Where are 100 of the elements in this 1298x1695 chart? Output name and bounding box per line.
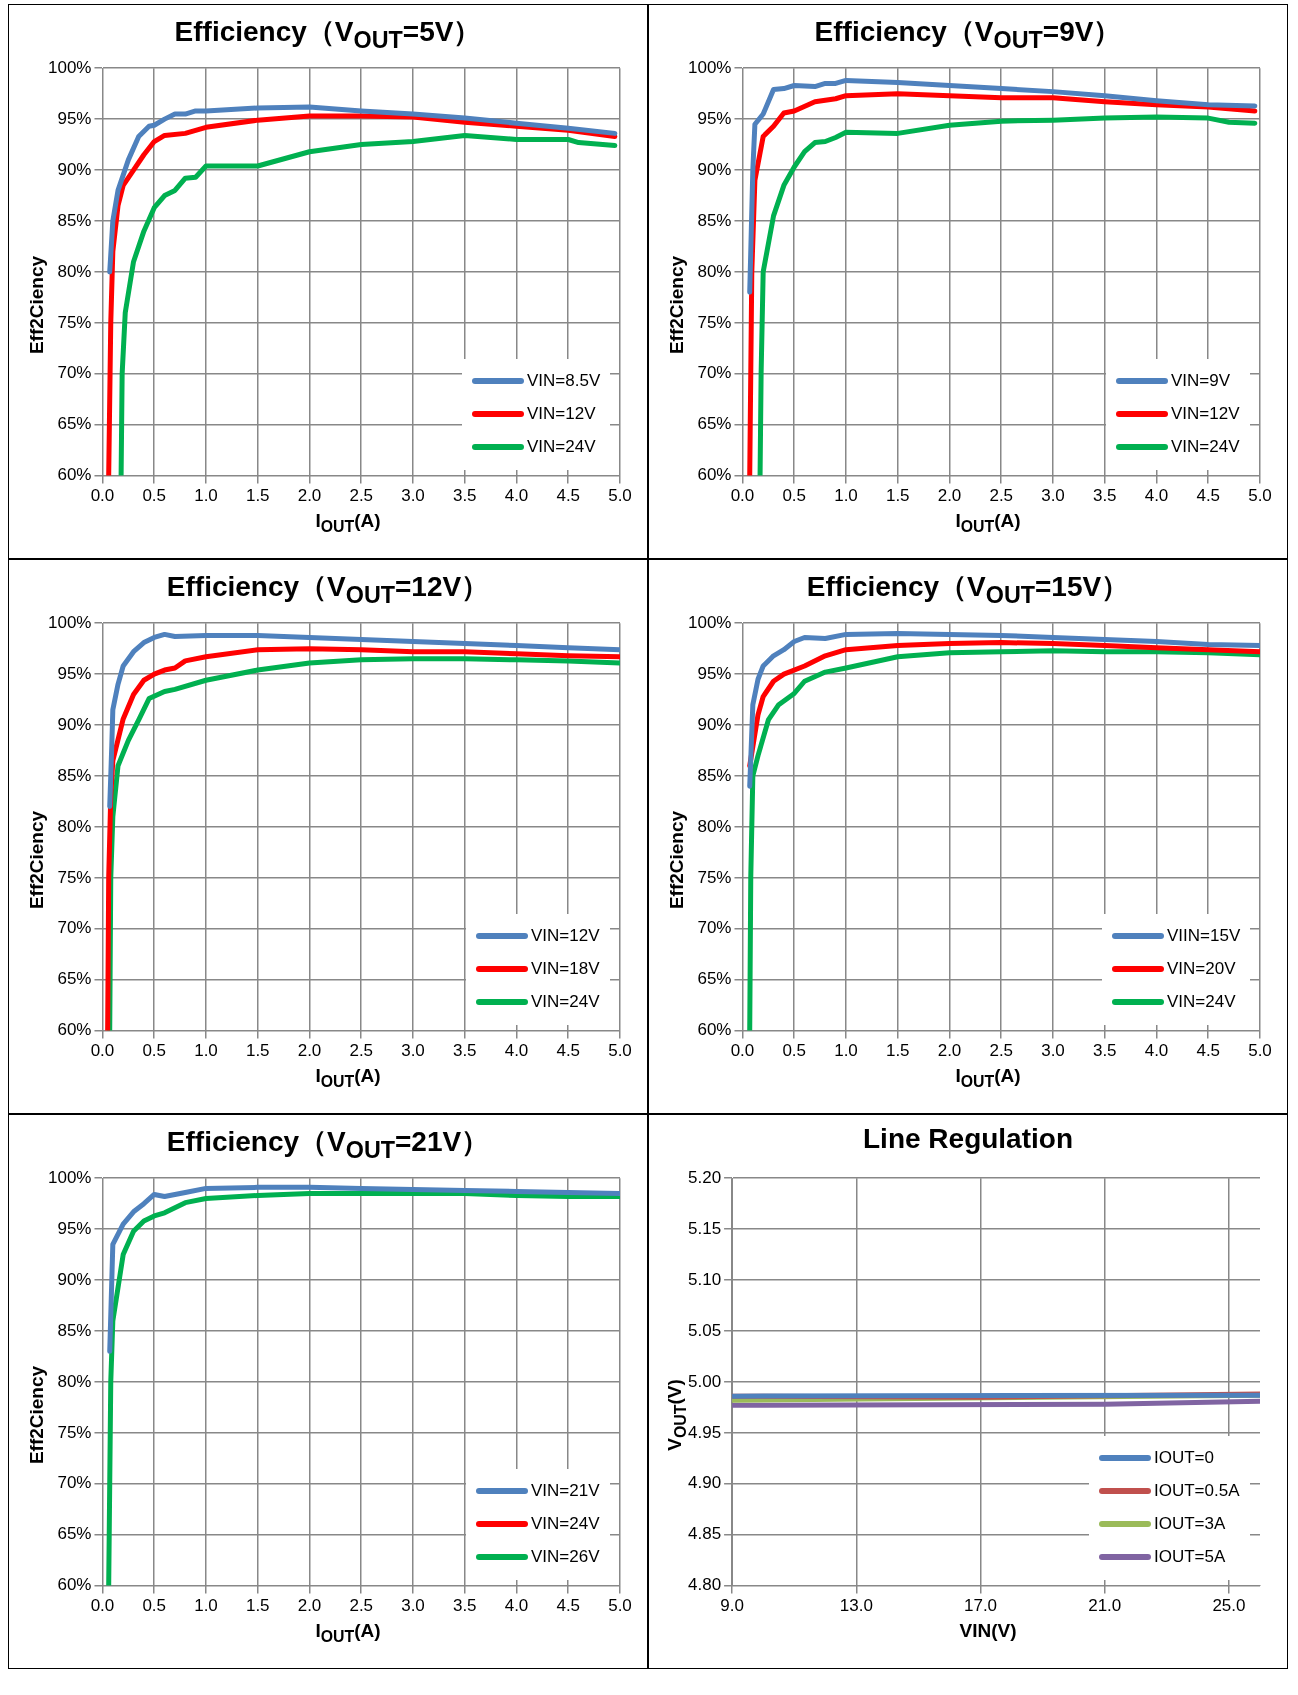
legend-label: VIN=20V [1167, 959, 1236, 980]
x-tick-label: 4.0 [504, 1596, 529, 1616]
legend-label: IOUT=0.5A [1154, 1481, 1240, 1502]
x-axis-title: I$_{OUT}$(A) [954, 1065, 1022, 1091]
legend-label: VIN=24V [527, 437, 596, 458]
x-tick-label: 2.0 [297, 486, 322, 506]
y-tick-label: 75% [697, 312, 732, 332]
y-tick-label: 95% [697, 663, 732, 683]
y-tick-label: 5.20 [687, 1167, 722, 1187]
x-tick-label: 5.0 [1248, 486, 1272, 506]
chart-title: Line Regulation [862, 1123, 1074, 1155]
legend-label: VIN=24V [1167, 992, 1236, 1013]
x-tick-label: 2.0 [937, 486, 962, 506]
y-tick-label: 65% [697, 969, 732, 989]
legend-label: IOUT=0 [1154, 1448, 1214, 1469]
y-tick-label: 90% [697, 714, 732, 734]
y-tick-label: 70% [697, 918, 732, 938]
x-tick-label: 1.0 [194, 486, 218, 506]
y-tick-label: 65% [57, 1524, 92, 1544]
x-tick-label: 2.5 [349, 1041, 374, 1061]
y-axis-title: Eff2Ciency [26, 810, 48, 910]
x-tick-label: 3.0 [1041, 486, 1065, 506]
y-tick-label: 75% [57, 312, 92, 332]
x-tick-label: 0.0 [730, 1041, 755, 1061]
x-tick-label: 1.0 [834, 486, 858, 506]
x-tick-label: 3.5 [452, 1596, 477, 1616]
y-tick-label: 85% [57, 765, 92, 785]
y-tick-label: 95% [697, 108, 732, 128]
x-axis-title: VIN(V) [958, 1620, 1018, 1642]
x-tick-label: 4.5 [556, 1596, 581, 1616]
x-tick-label: 25.0 [1212, 1596, 1246, 1616]
y-tick-label: 5.05 [687, 1320, 722, 1340]
x-tick-label: 0.5 [142, 486, 167, 506]
y-tick-label: 90% [57, 714, 92, 734]
x-tick-label: 3.0 [401, 1041, 425, 1061]
x-axis-title: I$_{OUT}$(A) [314, 1620, 382, 1646]
x-tick-label: 1.5 [885, 486, 910, 506]
x-tick-label: 0.5 [142, 1041, 167, 1061]
x-tick-label: 3.5 [452, 1041, 477, 1061]
chart-title: Efficiency（V$_{OUT}$=15V） [805, 570, 1131, 609]
legend-label: VIN=18V [531, 959, 600, 980]
x-tick-label: 4.0 [1144, 486, 1169, 506]
x-tick-label: 1.0 [834, 1041, 858, 1061]
chart-title: Efficiency（V$_{OUT}$=21V） [165, 1125, 491, 1164]
legend-label: VIN=24V [1171, 437, 1240, 458]
x-tick-label: 21.0 [1088, 1596, 1122, 1616]
y-tick-label: 80% [697, 261, 732, 281]
x-tick-label: 0.0 [90, 1041, 115, 1061]
y-tick-label: 60% [697, 465, 732, 485]
y-tick-label: 80% [57, 1371, 92, 1391]
x-tick-label: 3.0 [401, 486, 425, 506]
y-tick-label: 80% [57, 261, 92, 281]
y-tick-label: 85% [57, 1320, 92, 1340]
x-tick-label: 0.0 [90, 1596, 115, 1616]
x-tick-label: 1.5 [245, 486, 270, 506]
y-tick-label: 85% [57, 210, 92, 230]
legend-label: VIN=21V [531, 1481, 600, 1502]
y-tick-label: 60% [57, 465, 92, 485]
x-tick-label: 3.5 [1092, 486, 1117, 506]
y-tick-label: 5.00 [687, 1371, 722, 1391]
y-tick-label: 100% [48, 612, 92, 632]
legend-label: IOUT=3A [1154, 1514, 1226, 1535]
x-axis-title: I$_{OUT}$(A) [954, 510, 1022, 536]
legend-label: VIN=9V [1171, 371, 1231, 392]
y-tick-label: 60% [57, 1575, 92, 1595]
y-tick-label: 95% [57, 663, 92, 683]
x-tick-label: 2.5 [349, 1596, 374, 1616]
x-tick-label: 13.0 [839, 1596, 873, 1616]
y-tick-label: 85% [697, 210, 732, 230]
legend-label: IOUT=5A [1154, 1547, 1226, 1568]
x-tick-label: 3.5 [1092, 1041, 1117, 1061]
y-tick-label: 5.15 [687, 1218, 722, 1238]
y-tick-label: 100% [688, 57, 732, 77]
y-tick-label: 100% [48, 57, 92, 77]
x-tick-label: 4.5 [1196, 1041, 1221, 1061]
y-tick-label: 70% [57, 363, 92, 383]
x-tick-label: 17.0 [963, 1596, 998, 1616]
x-tick-label: 1.5 [245, 1596, 270, 1616]
y-tick-label: 80% [697, 816, 732, 836]
x-tick-label: 2.5 [349, 486, 374, 506]
chart-title: Efficiency（V$_{OUT}$=5V） [173, 15, 483, 54]
x-tick-label: 3.5 [452, 486, 477, 506]
y-tick-label: 75% [57, 867, 92, 887]
y-tick-label: 60% [697, 1020, 732, 1040]
y-tick-label: 65% [57, 969, 92, 989]
y-tick-label: 60% [57, 1020, 92, 1040]
y-tick-label: 100% [48, 1167, 92, 1187]
y-tick-label: 65% [57, 414, 92, 434]
x-axis-title: I$_{OUT}$(A) [314, 1065, 382, 1091]
x-tick-label: 5.0 [608, 486, 632, 506]
x-axis-title: I$_{OUT}$(A) [314, 510, 382, 536]
x-tick-label: 5.0 [608, 1596, 632, 1616]
y-tick-label: 70% [697, 363, 732, 383]
legend-label: VIIN=15V [1167, 926, 1241, 947]
x-tick-label: 4.5 [556, 486, 581, 506]
y-tick-label: 70% [57, 918, 92, 938]
y-tick-label: 95% [57, 1218, 92, 1238]
legend-label: VIN=24V [531, 992, 600, 1013]
x-tick-label: 0.5 [782, 486, 807, 506]
x-tick-label: 4.5 [1196, 486, 1221, 506]
